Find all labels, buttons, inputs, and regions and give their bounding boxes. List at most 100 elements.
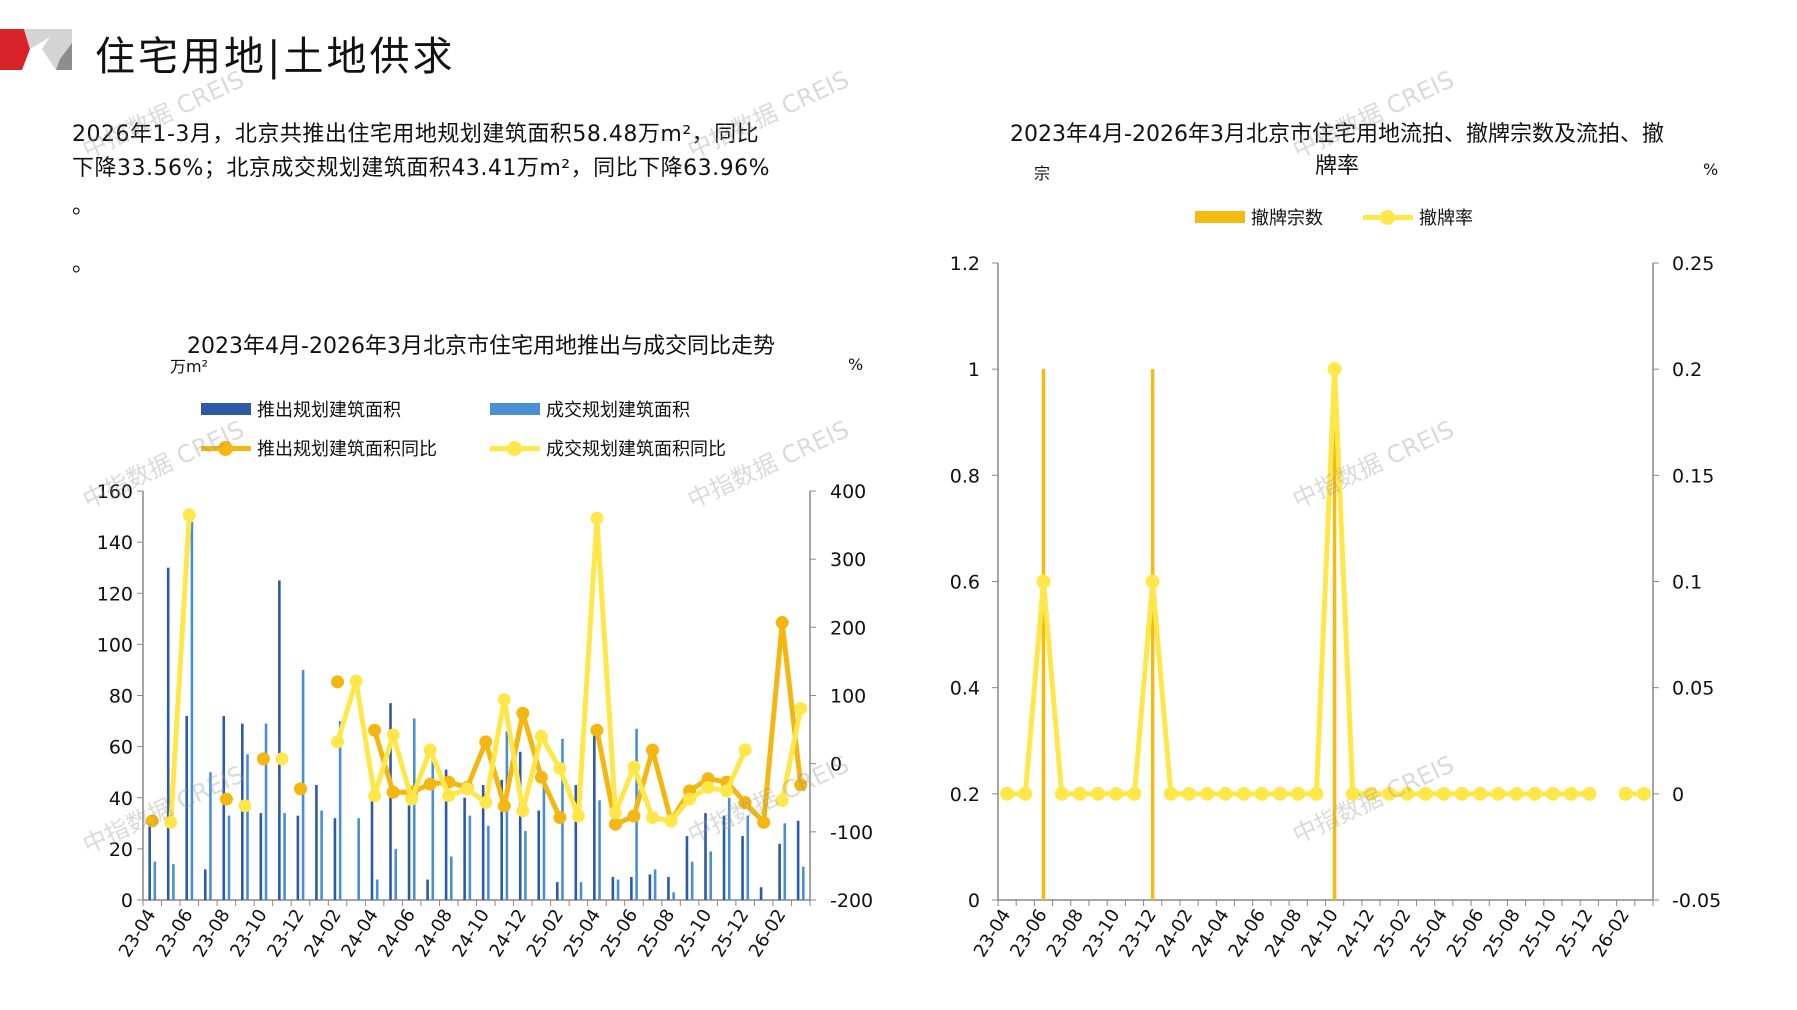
y-left-tick-label: 40: [109, 788, 133, 810]
data-point: [1018, 786, 1033, 801]
summary-line-2: 下降33.56%；北京成交规划建筑面积43.41万m²，同比下降63.96%: [72, 156, 771, 181]
x-tick-label: 24-08: [1261, 906, 1307, 961]
data-point: [1564, 786, 1579, 801]
bar: [802, 866, 805, 900]
line-segment: [724, 747, 748, 794]
x-tick-label: 23-12: [263, 906, 309, 961]
data-point: [1091, 786, 1106, 801]
y-right-tick-label: 0.15: [1672, 465, 1714, 487]
line-segment: [761, 620, 785, 825]
line-segment: [409, 747, 433, 802]
legend-swatch: [201, 403, 251, 415]
data-point: [368, 789, 382, 803]
data-point: [386, 728, 400, 742]
bar: [783, 823, 787, 900]
data-point: [534, 770, 548, 784]
y-right-tick-label: 100: [830, 686, 866, 708]
data-point: [516, 804, 530, 818]
bar: [555, 882, 559, 900]
bar: [444, 769, 448, 900]
bar: [709, 851, 712, 900]
data-point: [1291, 786, 1306, 801]
bar: [616, 879, 620, 900]
x-tick-label: 25-02: [523, 906, 569, 961]
data-point: [590, 511, 604, 525]
legend-item-deal-area: 成交规划建筑面积: [490, 396, 690, 422]
bar: [524, 830, 527, 900]
data-point: [349, 674, 363, 688]
x-tick-label: 23-10: [1079, 906, 1125, 961]
bar: [412, 718, 416, 900]
bar: [722, 815, 726, 900]
y-right-tick-label: 0.05: [1672, 678, 1714, 700]
line-segment: [538, 774, 563, 821]
bar: [278, 580, 281, 900]
line-segment: [1131, 579, 1156, 797]
line-segment: [427, 747, 452, 799]
x-tick-label: 25-08: [1479, 906, 1525, 961]
data-point: [1072, 786, 1087, 801]
y-left-tick-label: 120: [97, 583, 133, 605]
y-left-tick-label: 0.4: [950, 678, 980, 700]
bar: [630, 876, 633, 900]
x-tick-label: 26-02: [745, 906, 791, 961]
legend-item-deal-yoy: 成交规划建筑面积同比: [490, 435, 726, 461]
chart2-left-unit: 宗: [1034, 164, 1051, 183]
x-tick-label: 25-08: [634, 906, 680, 961]
x-tick-label: 23-10: [226, 906, 272, 961]
legend-label: 推出规划建筑面积同比: [257, 439, 437, 460]
data-point: [219, 792, 233, 806]
line-segment: [520, 733, 544, 814]
data-point: [1054, 786, 1069, 801]
legend-item-withdrawn-rate: 撤牌率: [1363, 204, 1473, 230]
bar: [190, 521, 194, 900]
bar: [704, 813, 707, 900]
bar: [690, 861, 694, 900]
bar: [518, 751, 522, 900]
chart1-left-unit: 万m²: [170, 357, 209, 376]
chart2-title: 2023年4月-2026年3月北京市住宅用地流拍、撤牌宗数及流拍、撤: [1010, 122, 1664, 147]
line-segment: [1150, 579, 1174, 797]
line-segment: [594, 515, 618, 816]
data-point: [145, 814, 159, 828]
bar: [338, 721, 342, 900]
legend-swatch: [1195, 211, 1245, 223]
bar: [1041, 369, 1046, 901]
bar: [153, 861, 157, 900]
y-left-tick-label: 160: [97, 481, 133, 503]
y-left-tick-label: 0.6: [950, 572, 980, 594]
line-segment: [631, 764, 656, 821]
x-tick-label: 24-10: [1297, 906, 1343, 961]
data-point: [738, 743, 752, 757]
line-segment: [575, 515, 600, 819]
bar: [246, 754, 249, 900]
line-segment: [1022, 579, 1046, 797]
bar: [203, 869, 207, 900]
y-right-tick-label: 300: [830, 549, 866, 571]
summary-line-4: 。: [72, 252, 95, 277]
x-tick-label: 24-04: [337, 906, 383, 961]
line-segment: [335, 678, 359, 745]
legend-label: 成交规划建筑面积: [546, 400, 690, 421]
data-point: [646, 811, 660, 825]
bar: [598, 800, 601, 900]
data-point: [1036, 574, 1051, 589]
data-point: [627, 760, 641, 774]
bar: [394, 848, 398, 900]
data-point: [275, 752, 289, 766]
bar: [542, 782, 546, 900]
y-right-tick-label: 0.2: [1672, 359, 1702, 381]
legend-item-withdrawn-count: 撤牌宗数: [1195, 204, 1323, 230]
bar: [685, 836, 689, 900]
data-point: [1200, 786, 1215, 801]
x-tick-label: 24-06: [1225, 906, 1271, 961]
bar: [315, 784, 318, 900]
data-point: [1345, 786, 1360, 801]
data-point: [423, 743, 437, 757]
data-point: [1436, 786, 1451, 801]
data-point: [534, 729, 548, 743]
bar: [450, 856, 453, 900]
bar: [741, 836, 744, 900]
x-tick-label: 24-04: [1188, 906, 1234, 961]
data-point: [1273, 786, 1288, 801]
